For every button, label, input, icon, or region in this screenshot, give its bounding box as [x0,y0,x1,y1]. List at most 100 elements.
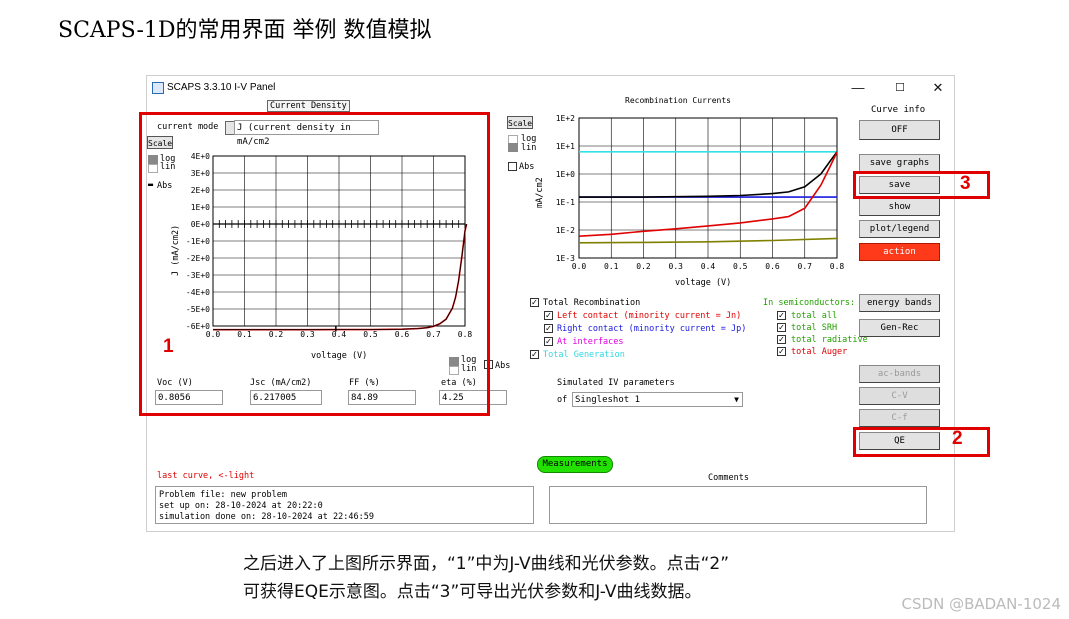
caption-line-1: 之后进入了上图所示界面，“1”中为J-V曲线和光伏参数。点击“2” [243,554,730,574]
c-f-button[interactable]: C-f [859,409,940,427]
jsc-field: 6.217005 [250,390,322,405]
last-curve-label: last curve, <-light [157,471,255,481]
eta-label: eta (%) [441,378,477,388]
energy-bands-button[interactable]: energy bands [859,294,940,312]
recomb-curve-5 [578,237,838,244]
legend-in-semiconductors: In semiconductors: [763,298,856,308]
c-v-button[interactable]: C-V [859,387,940,405]
jv-abs-label-2: Abs [495,361,511,371]
simulated-select[interactable]: Singleshot 1 ▼ [572,392,743,407]
recomb-lin-label: lin [521,143,537,153]
jv-ytick-label: 1E+0 [191,203,210,212]
recomb-chart: 1E+2 1E+1 1E+0 1E-1 1E-2 1E-30.0 0.1 0.2 0.3 0.4 0… [535,114,845,288]
save-graphs-button[interactable]: save graphs [859,154,940,172]
jv-scale-button[interactable]: Scale [147,136,173,149]
jv-ytick-label: 4E+0 [191,152,210,161]
legend-total-recombination: Total Recombination [543,298,641,308]
iv-panel-window: SCAPS 3.3.10 I-V Panel — ☐ ✕ Current Den… [146,75,955,532]
jv-xtick-label: 0.5 [363,330,378,339]
recomb-scale-button[interactable]: Scale [507,116,533,129]
jsc-label: Jsc (mA/cm2) [250,378,312,388]
recomb-ytick-label: 1E-3 [556,254,575,263]
jv-xtick-label: 0.7 [426,330,441,339]
current-mode-field[interactable]: J (current density in mA/cm2 [234,120,379,147]
legend-total-auger: total Auger [791,347,848,357]
jv-ytick-label: 0E+0 [191,220,210,229]
measurements-button[interactable]: Measurements [537,456,613,473]
recomb-grid [578,117,838,259]
jv-lin-swatch[interactable] [148,164,158,173]
maximize-icon[interactable]: ☐ [895,82,905,94]
recomb-xtick-label: 0.3 [669,262,684,271]
recomb-xtick-label: 0.7 [798,262,813,271]
comments-label: Comments [708,473,749,483]
recomb-xtick-label: 0.4 [701,262,716,271]
cb-at-interfaces[interactable]: ✓ [544,337,553,346]
recomb-xtick-label: 0.2 [636,262,651,271]
recomb-xtick-label: 0.0 [572,262,587,271]
jv-xtick-label: 0.3 [300,330,315,339]
recomb-xtick-label: 0.6 [765,262,780,271]
jv-xtick-label: 0.6 [395,330,410,339]
jv-ytick-label: -2E+0 [186,254,210,263]
jv-log-swatch-2[interactable] [449,357,459,366]
recomb-abs-checkbox[interactable] [508,162,517,171]
highlight-box-2 [853,427,990,457]
legend-total-radiative: total radiative [791,335,868,345]
plot-legend-button[interactable]: plot/legend [859,220,940,238]
cb-total-radiative[interactable]: ✓ [777,335,786,344]
cb-right-contact[interactable]: ✓ [544,324,553,333]
eta-field: 4.25 [439,390,507,405]
jv-ytick-label: -1E+0 [186,237,210,246]
cb-total-generation[interactable]: ✓ [530,350,539,359]
close-icon[interactable]: ✕ [932,80,944,95]
recomb-xtick-label: 0.8 [830,262,845,271]
jv-log-label-2: log [461,355,477,365]
voc-label: Voc (V) [157,378,193,388]
cb-total-recombination[interactable]: ✓ [530,298,539,307]
cb-total-auger[interactable]: ✓ [777,347,786,356]
info-line-1: Problem file: new problem [159,490,287,500]
cb-total-all[interactable]: ✓ [777,311,786,320]
cb-total-srh[interactable]: ✓ [777,323,786,332]
action-button[interactable]: action [859,243,940,261]
annotation-number-1: 1 [163,336,174,357]
jv-xtick-label: 0.8 [458,330,473,339]
recomb-xtick-label: 0.1 [604,262,619,271]
curve-info-label: Curve info [871,105,926,115]
simulated-label: Simulated IV parameters [557,378,675,388]
jv-ytick-label: 2E+0 [191,186,210,195]
jv-lin-swatch-2[interactable] [449,366,459,375]
jv-chart: 4E+0 3E+0 2E+0 1E+0 0E+0 -1E+0 -2E+0 -3E+0 -4E+0… [171,152,473,361]
highlight-box-1 [139,112,490,416]
save-button[interactable]: save [859,176,940,194]
comments-box[interactable] [549,486,927,524]
jv-curve-2 [213,223,467,331]
cb-left-contact[interactable]: ✓ [544,311,553,320]
off-button[interactable]: OFF [859,120,940,140]
minimize-icon[interactable]: — [851,80,865,95]
jv-ytick-label: -5E+0 [186,305,210,314]
annotation-number-3: 3 [960,173,971,194]
recomb-abs-label: Abs [519,162,535,172]
ff-field: 84.89 [348,390,416,405]
legend-at-interfaces: At interfaces [557,337,624,347]
annotation-number-2: 2 [952,428,963,449]
jv-ytick-label: -4E+0 [186,288,210,297]
gen-rec-button[interactable]: Gen-Rec [859,319,940,337]
jv-abs-checkbox[interactable]: ▬ [148,180,154,190]
ff-label: FF (%) [349,378,380,388]
recomb-lin-swatch[interactable] [508,143,518,152]
chevron-down-icon[interactable]: ▼ [734,395,739,404]
jv-log-swatch[interactable] [148,155,158,164]
window-title: SCAPS 3.3.10 I-V Panel [167,82,276,93]
jv-ylabel: J (mA/cm2) [171,225,181,276]
jv-xtick-label: 0.4 [332,330,347,339]
jv-lin-label: lin [160,162,176,172]
show-button[interactable]: show [859,198,940,216]
title-bar: SCAPS 3.3.10 I-V Panel — ☐ ✕ [147,76,954,98]
slide-title: SCAPS-1D的常用界面 举例 数值模拟 [58,18,432,43]
ac-bands-button[interactable]: ac-bands [859,365,940,383]
qe-button[interactable]: QE [859,432,940,450]
recomb-curve-4 [578,151,838,237]
